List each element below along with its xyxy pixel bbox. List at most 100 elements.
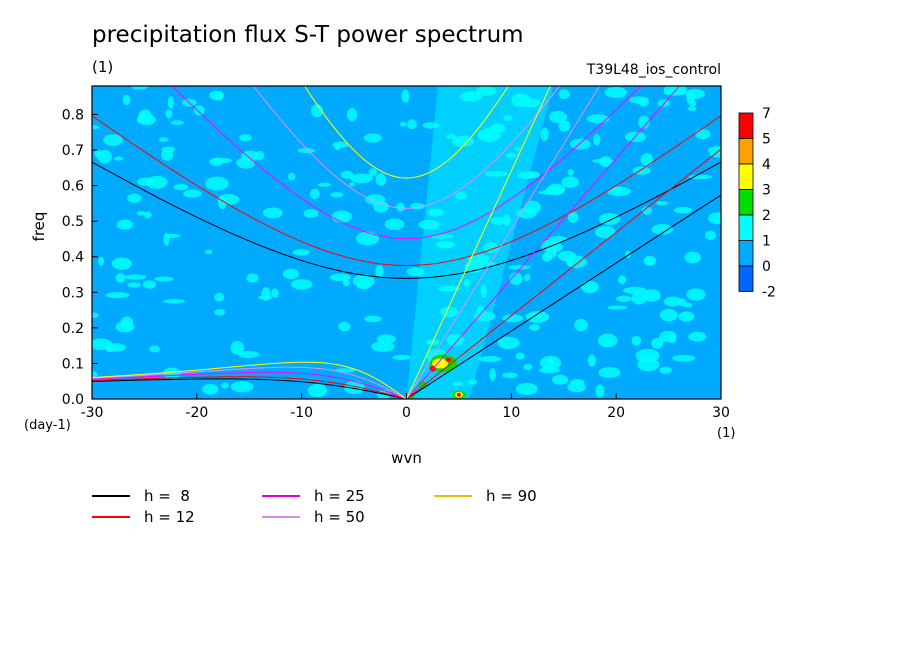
colorbar-label: 2 xyxy=(762,208,771,224)
x-unit-label: (1) xyxy=(717,426,735,441)
spectral-patch xyxy=(170,120,184,125)
spectral-patch xyxy=(217,194,240,206)
spectral-patch xyxy=(704,230,716,240)
spectral-patch xyxy=(418,219,440,230)
spectral-peak xyxy=(432,358,449,369)
x-tick-label: 30 xyxy=(712,405,730,421)
spectral-patch xyxy=(154,276,174,282)
legend-swatch xyxy=(434,495,472,497)
spectral-patch xyxy=(167,96,174,109)
spectral-patch xyxy=(209,157,224,166)
spectral-patch xyxy=(644,256,654,266)
spectral-patch xyxy=(567,168,574,176)
x-axis-label: wvn xyxy=(391,449,422,467)
units-label: (1) xyxy=(92,58,114,76)
spectral-patch xyxy=(239,134,252,142)
colorbar-swatch xyxy=(738,189,754,216)
spectral-patch xyxy=(364,315,382,323)
spectral-patch xyxy=(502,314,524,323)
spectral-patch xyxy=(642,289,661,302)
spectral-patch xyxy=(317,182,331,187)
spectral-patch xyxy=(595,226,616,239)
spectral-patch xyxy=(282,268,300,280)
spectral-patch xyxy=(540,127,549,142)
spectral-patch xyxy=(116,219,134,230)
y-tick-label: 0.3 xyxy=(62,285,84,301)
spectral-patch xyxy=(355,231,380,246)
spectral-patch xyxy=(622,286,647,294)
plot-background xyxy=(92,86,721,399)
spectral-patch xyxy=(163,299,186,304)
spectral-patch xyxy=(659,330,677,343)
spectral-patch xyxy=(657,99,671,107)
spectral-patch xyxy=(160,150,174,161)
spectral-patch xyxy=(509,272,523,285)
spectral-patch xyxy=(350,173,373,184)
spectral-patch xyxy=(574,318,588,332)
y-tick-label: 0.1 xyxy=(62,356,84,372)
spectral-patch xyxy=(349,182,356,187)
spectral-patch xyxy=(525,313,543,319)
spectral-patch xyxy=(230,381,254,393)
spectral-patch xyxy=(342,279,350,287)
spectral-patch xyxy=(673,206,693,214)
spectral-patch xyxy=(686,288,706,301)
spectral-patch xyxy=(230,340,245,355)
spectral-patch xyxy=(592,158,615,164)
spectral-patch xyxy=(480,284,488,298)
spectral-patch xyxy=(515,352,525,360)
spectral-patch xyxy=(183,189,202,198)
spectral-patch xyxy=(352,274,375,288)
spectral-patch xyxy=(452,381,464,386)
spectral-patch xyxy=(127,193,142,203)
legend-label: h = 90 xyxy=(486,487,537,505)
spectral-patch xyxy=(593,133,601,146)
spectral-patch xyxy=(236,157,256,169)
spectral-patch xyxy=(213,309,226,316)
legend-label: h = 50 xyxy=(314,508,365,526)
spectral-patch xyxy=(158,137,169,142)
spectral-patch xyxy=(552,374,569,385)
spectral-patch xyxy=(618,275,627,285)
spectral-patch xyxy=(638,115,650,129)
spectral-patch xyxy=(607,305,628,310)
spectral-patch xyxy=(407,119,417,130)
spectral-patch xyxy=(558,120,571,132)
y-tick-label: 0.4 xyxy=(62,250,84,266)
colorbar-label: 7 xyxy=(762,106,771,122)
spectral-patch xyxy=(392,354,411,360)
spectral-patch xyxy=(595,384,605,398)
spectral-patch xyxy=(204,249,213,254)
gravity-line xyxy=(92,161,721,279)
spectral-patch xyxy=(580,281,599,294)
spectral-patch xyxy=(570,138,591,150)
spectral-patch xyxy=(523,363,533,371)
spectral-patch xyxy=(497,336,520,350)
y-tick-label: 0.8 xyxy=(62,107,84,123)
spectral-patch xyxy=(131,86,149,90)
spectral-patch xyxy=(375,173,387,186)
rossby-line xyxy=(92,378,407,399)
spectral-patch xyxy=(686,91,695,105)
spectral-patch xyxy=(687,106,697,111)
spectral-patch xyxy=(136,210,146,216)
spectral-patch xyxy=(92,125,100,130)
legend-label: h = 12 xyxy=(144,508,195,526)
spectral-patch xyxy=(604,86,628,99)
legend-item: h = 90 xyxy=(434,487,537,505)
spectral-patch xyxy=(396,202,405,212)
spectral-patch xyxy=(401,89,410,103)
spectral-patch xyxy=(165,233,181,238)
spectral-patch xyxy=(446,333,464,347)
spectral-patch xyxy=(477,128,501,143)
spectral-patch xyxy=(438,285,461,292)
y-axis-label: freq xyxy=(30,212,48,242)
legend-item: h = 8 xyxy=(92,487,190,505)
spectral-patch xyxy=(114,156,124,161)
rossby-line xyxy=(92,371,407,399)
x-tick-label: 10 xyxy=(502,405,520,421)
spectral-patch xyxy=(541,252,553,262)
spectral-patch xyxy=(641,206,653,215)
colorbar-swatch xyxy=(738,240,754,267)
